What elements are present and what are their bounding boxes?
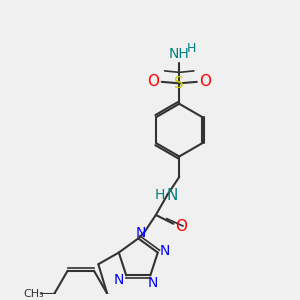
Text: N: N bbox=[166, 188, 178, 203]
Text: N: N bbox=[114, 273, 124, 287]
Text: H: H bbox=[186, 42, 196, 55]
Text: O: O bbox=[200, 74, 211, 89]
Text: H: H bbox=[155, 188, 165, 202]
Text: N: N bbox=[148, 276, 158, 290]
Text: N: N bbox=[160, 244, 170, 258]
Text: O: O bbox=[147, 74, 159, 89]
Text: O: O bbox=[175, 219, 187, 234]
Text: S: S bbox=[174, 76, 184, 91]
Text: N: N bbox=[135, 226, 146, 239]
Text: CH₃: CH₃ bbox=[24, 289, 44, 298]
Text: NH: NH bbox=[169, 47, 190, 61]
